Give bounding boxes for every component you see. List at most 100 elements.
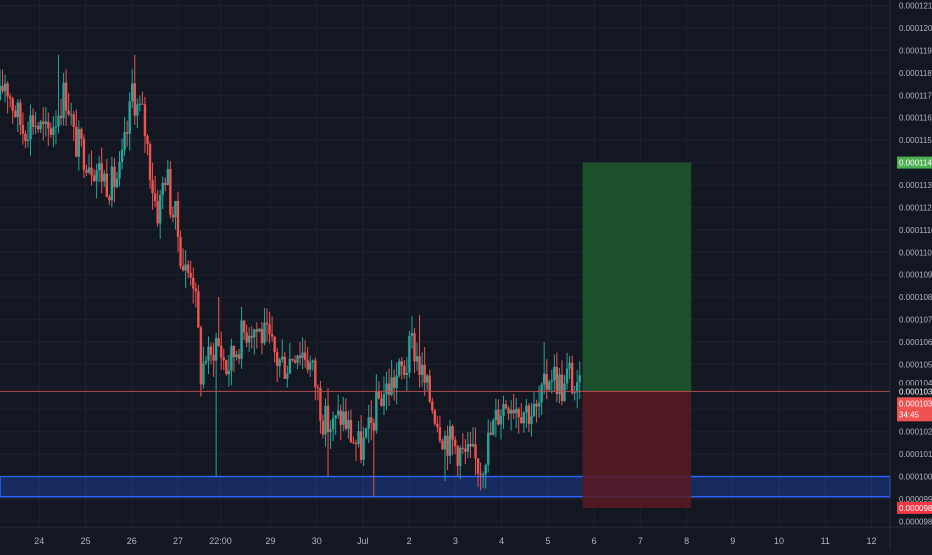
candle-body [525, 405, 528, 413]
target-price-label-bg [897, 156, 932, 169]
candle-body [433, 410, 437, 424]
candle-body [248, 335, 251, 343]
candle-body [237, 354, 241, 359]
candle-body [410, 333, 414, 336]
candle-body [103, 173, 106, 182]
candle-body [16, 102, 19, 118]
candle-body [461, 447, 464, 449]
last-price-bg [897, 397, 932, 422]
candle-body [75, 127, 78, 157]
candle-body [329, 429, 332, 432]
candle-body [489, 432, 492, 435]
candle-body [532, 403, 536, 417]
candle-body [47, 121, 50, 129]
candle-body [171, 214, 175, 218]
candle-body [148, 144, 152, 181]
candle-body [392, 377, 396, 388]
candle-body [230, 345, 233, 371]
candle-body [49, 128, 53, 135]
candle-body [245, 332, 248, 343]
candle-body [184, 264, 187, 271]
entry-price-label: 0.0001038 [899, 387, 932, 396]
candle-body [270, 333, 274, 337]
candle-body [209, 346, 213, 355]
time-tick-label: 7 [638, 536, 643, 546]
candle-body [288, 358, 292, 374]
countdown-label: 34:45 [899, 410, 920, 419]
candle-body [309, 362, 312, 370]
candle-body [476, 458, 480, 474]
candle-body [459, 447, 462, 466]
candle-body [446, 435, 449, 456]
candle-body [479, 473, 482, 475]
candle-body [413, 333, 416, 362]
candle-body [337, 410, 340, 416]
candle-body [260, 328, 264, 344]
candle-body [443, 435, 447, 450]
candle-body [438, 427, 442, 441]
candle-body [95, 170, 98, 182]
candle-body [576, 382, 579, 393]
candle-body [316, 387, 320, 389]
profit-zone[interactable] [582, 162, 692, 392]
candle-body [331, 418, 335, 430]
candle-body [431, 401, 434, 411]
candle-series [0, 54, 581, 497]
long-position-tool[interactable] [582, 162, 692, 508]
candle-body [207, 346, 210, 361]
candle-body [301, 352, 304, 359]
candle-body [387, 383, 391, 395]
time-axis[interactable]: 24 25 26 27 22:00 29 30 Jul 2 3 4 5 6 7 8 9 10 11 12 [0, 526, 932, 546]
candle-body [494, 409, 498, 421]
candle-body [382, 394, 386, 406]
candle-body [400, 361, 403, 367]
time-tick-label: 26 [127, 536, 137, 546]
candle-body [492, 420, 495, 435]
candle-body [240, 320, 243, 359]
price-axis-labels: 0.00011400.00010400.00010380.000103834:4… [897, 156, 932, 514]
candle-body [281, 356, 284, 360]
candle-body [197, 291, 200, 328]
candle-body [293, 360, 297, 363]
candle-body [100, 163, 103, 182]
price-tick-label: 0.0000980 [899, 517, 932, 526]
candle-body [194, 288, 197, 292]
candle-body [370, 417, 373, 423]
candle-body [390, 377, 393, 395]
time-tick-label: 9 [730, 536, 735, 546]
candle-body [509, 409, 513, 414]
candle-body [548, 381, 551, 390]
candle-body [291, 358, 294, 361]
candle-body [108, 196, 111, 201]
candle-body [161, 182, 164, 195]
candle-body [115, 178, 119, 188]
candle-body [352, 442, 355, 444]
candle-body [349, 420, 353, 443]
candle-body [517, 408, 520, 418]
stop-loss-zone[interactable] [582, 391, 692, 508]
candle-body [164, 182, 167, 185]
candle-body [26, 139, 30, 141]
entry-price-label-bg [897, 385, 932, 398]
candle-body [362, 437, 365, 460]
candle-body [57, 115, 60, 127]
time-tick-label: 6 [592, 536, 597, 546]
candle-body [405, 372, 409, 375]
candle-body [105, 173, 108, 197]
candle-body [64, 82, 68, 111]
candle-body [77, 129, 81, 157]
candle-body [354, 442, 358, 444]
candle-body [530, 416, 533, 424]
candle-body [515, 408, 518, 414]
candle-body [535, 403, 538, 407]
